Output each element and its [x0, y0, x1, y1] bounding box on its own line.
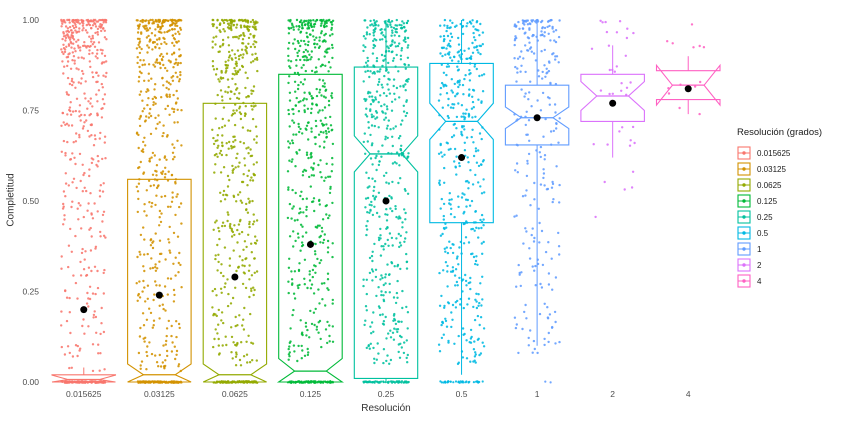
y-tick-label: 0.50 — [22, 196, 39, 206]
legend-key-icon — [737, 242, 751, 256]
points-0.125 — [286, 18, 335, 384]
legend-key-icon — [737, 274, 751, 288]
legend-label: 0.0625 — [757, 180, 782, 190]
points-0.03125 — [135, 18, 183, 384]
x-tick-label: 0.5 — [456, 389, 468, 399]
legend-item-2: 2 — [737, 257, 849, 273]
legend-label: 0.25 — [757, 212, 773, 222]
legend: Resolución (grados) 0.015625 0.03125 0.062… — [737, 127, 849, 289]
mean-dot-1 — [533, 114, 541, 122]
points-0.5 — [437, 18, 486, 384]
legend-key-icon — [737, 146, 751, 160]
legend-key-icon — [737, 162, 751, 176]
x-tick-label: 0.125 — [300, 389, 322, 399]
boxplots — [51, 20, 721, 383]
mean-dot-0.03125 — [155, 291, 163, 299]
legend-item-0.03125: 0.03125 — [737, 161, 849, 177]
mean-dot-0.125 — [306, 240, 314, 248]
y-tick-label: 1.00 — [22, 15, 39, 25]
mean-dot-0.0625 — [231, 273, 239, 281]
legend-item-0.25: 0.25 — [737, 209, 849, 225]
legend-key-icon — [737, 194, 751, 208]
y-tick-label: 0.00 — [22, 377, 39, 387]
mean-dot-4 — [684, 85, 692, 93]
y-tick-label: 0.25 — [22, 287, 39, 297]
legend-item-0.5: 0.5 — [737, 225, 849, 241]
points-0.25 — [362, 18, 410, 384]
points-2 — [590, 19, 636, 219]
legend-key-icon — [737, 210, 751, 224]
boxplot-1 — [504, 20, 570, 346]
legend-key-icon — [737, 178, 751, 192]
legend-label: 0.03125 — [757, 164, 786, 174]
points-4 — [666, 23, 706, 116]
mean-dots — [80, 85, 692, 314]
legend-label: 4 — [757, 276, 762, 286]
x-tick-label: 1 — [535, 389, 540, 399]
legend-item-1: 1 — [737, 241, 849, 257]
legend-label: 1 — [757, 244, 762, 254]
legend-label: 0.125 — [757, 196, 778, 206]
legend-item-0.015625: 0.015625 — [737, 145, 849, 161]
legend-label: 2 — [757, 260, 762, 270]
legend-label: 0.015625 — [757, 148, 791, 158]
boxplot-0.125 — [276, 73, 344, 383]
legend-item-4: 4 — [737, 273, 849, 289]
legend-item-0.0625: 0.0625 — [737, 177, 849, 193]
boxplot-4 — [655, 56, 721, 115]
boxplot-2 — [580, 45, 645, 158]
points-0.0625 — [211, 18, 259, 384]
legend-key-icon — [737, 258, 751, 272]
y-tick-label: 0.75 — [22, 106, 39, 116]
legend-title: Resolución (grados) — [737, 127, 823, 138]
boxplot-0.03125 — [127, 178, 192, 383]
x-tick-label: 4 — [686, 389, 691, 399]
mean-dot-2 — [609, 99, 617, 107]
boxplot-0.015625 — [51, 367, 117, 383]
mean-dot-0.25 — [382, 197, 390, 205]
points-0.015625 — [60, 18, 108, 384]
x-tick-label: 0.25 — [378, 389, 395, 399]
legend-item-0.125: 0.125 — [737, 193, 849, 209]
x-tick-label: 0.03125 — [144, 389, 175, 399]
legend-label: 0.5 — [757, 228, 769, 238]
x-tick-label: 2 — [610, 389, 615, 399]
x-tick-label: 0.0625 — [222, 389, 248, 399]
legend-items: 0.015625 0.03125 0.0625 0.125 0.25 0.5 1 2 4 — [737, 145, 849, 289]
legend-key-icon — [737, 226, 751, 240]
boxplot-0.25 — [353, 20, 419, 382]
x-tick-label: 0.015625 — [66, 389, 102, 399]
x-axis-title: Resolución — [361, 403, 411, 414]
mean-dot-0.5 — [458, 154, 466, 162]
boxplot-0.5 — [429, 20, 494, 375]
boxplot-0.0625 — [202, 102, 268, 383]
axis-labels: 0.00 0.25 0.50 0.75 1.00 0.015625 0.03125 0.062… — [22, 15, 690, 399]
mean-dot-0.015625 — [80, 306, 88, 314]
y-axis-title: Completitud — [5, 173, 17, 227]
